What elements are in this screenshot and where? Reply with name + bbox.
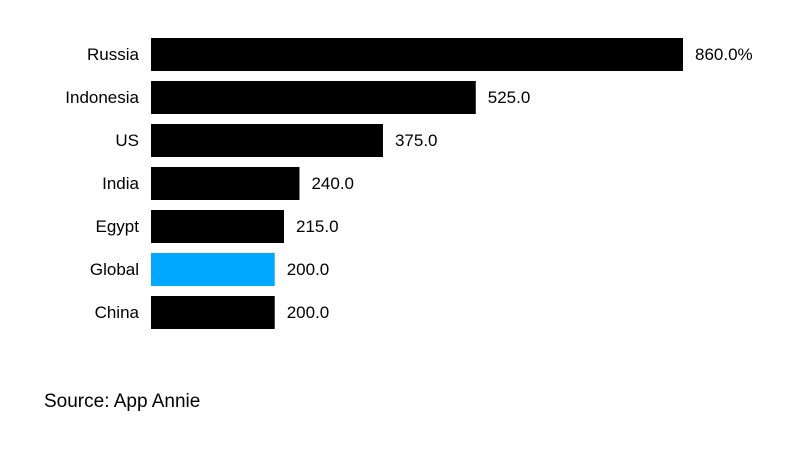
value-label-indonesia: 525.0 [488, 88, 531, 107]
source-note: Source: App Annie [44, 391, 201, 412]
category-label-india: India [102, 174, 139, 193]
value-label-india: 240.0 [311, 174, 354, 193]
category-label-global: Global [90, 260, 139, 279]
bar-us [151, 124, 383, 157]
bar-indonesia [151, 81, 476, 114]
category-label-russia: Russia [87, 45, 140, 64]
value-label-russia: 860.0% [695, 45, 753, 64]
value-label-egypt: 215.0 [296, 217, 339, 236]
value-label-global: 200.0 [287, 260, 330, 279]
bar-egypt [151, 210, 284, 243]
category-label-us: US [115, 131, 139, 150]
bar-global [151, 253, 275, 286]
value-label-us: 375.0 [395, 131, 438, 150]
bar-chart: Russia 860.0% Indonesia 525.0 US 375.0 India 24… [65, 38, 753, 329]
value-label-china: 200.0 [287, 303, 330, 322]
bar-india [151, 167, 300, 200]
bar-china [151, 296, 275, 329]
bar-russia [151, 38, 683, 71]
category-label-egypt: Egypt [96, 217, 140, 236]
category-label-indonesia: Indonesia [65, 88, 139, 107]
category-label-china: China [95, 303, 140, 322]
